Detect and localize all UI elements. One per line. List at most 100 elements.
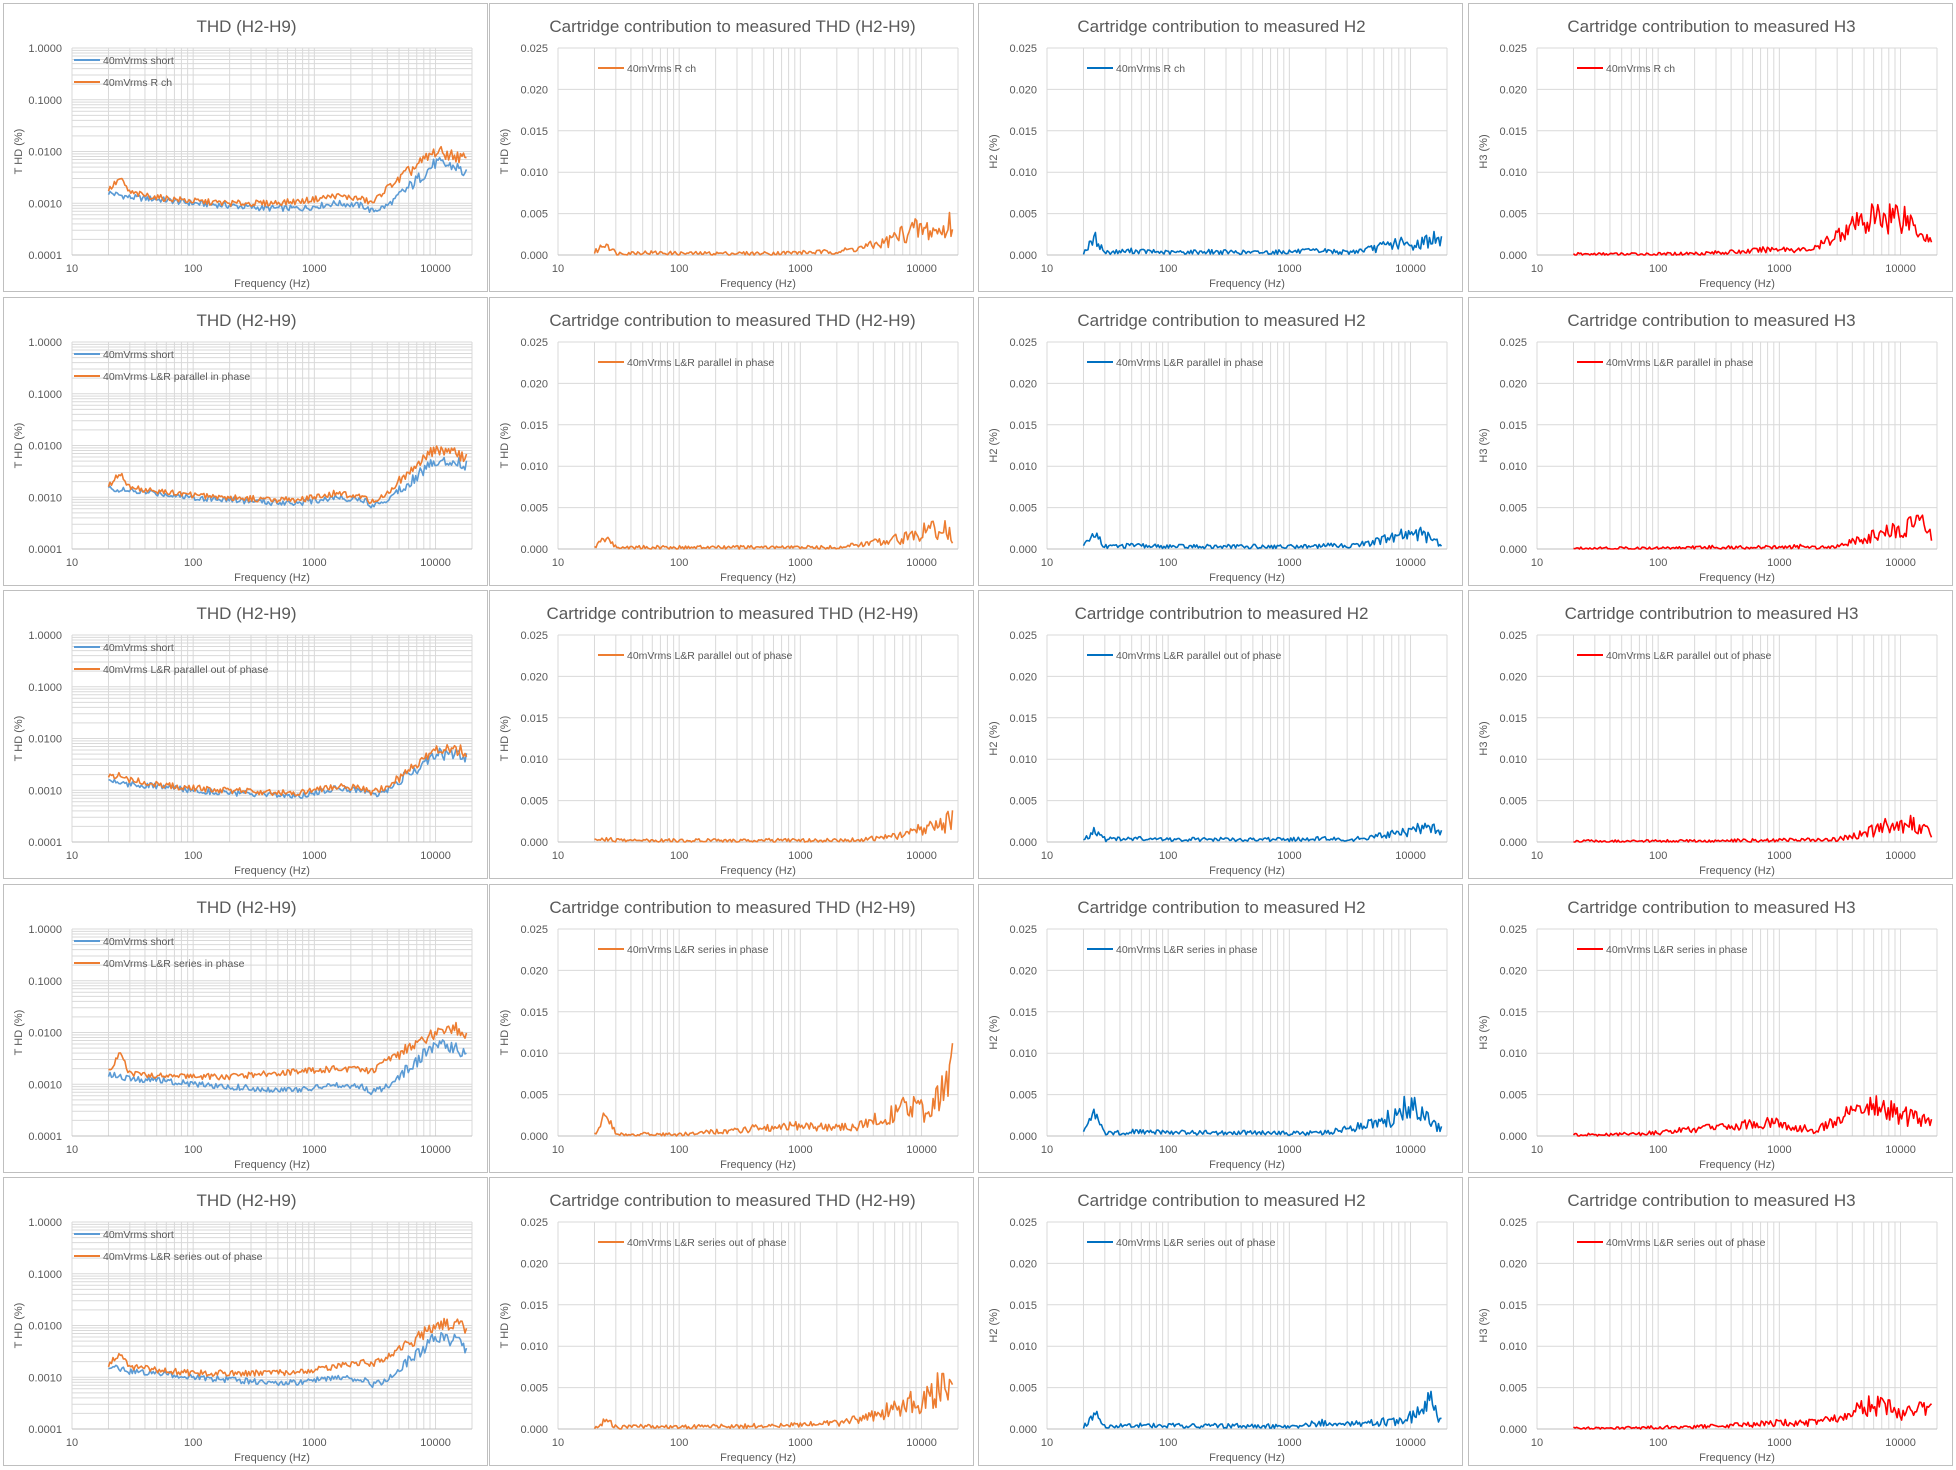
x-tick-label: 1000 bbox=[788, 557, 812, 569]
x-axis-label: Frequency (Hz) bbox=[1699, 278, 1775, 290]
y-tick-label: 0.0100 bbox=[28, 1321, 62, 1333]
y-tick-label: 0.0100 bbox=[28, 1028, 62, 1040]
series-line bbox=[1573, 814, 1933, 843]
y-axis-label: H2 (%) bbox=[988, 721, 1000, 755]
y-tick-label: 0.025 bbox=[520, 43, 548, 55]
y-tick-label: 0.015 bbox=[1009, 1300, 1037, 1312]
gridlines bbox=[1046, 47, 1448, 256]
y-tick-label: 0.005 bbox=[1009, 209, 1037, 221]
chart-svg: Cartridge contribution to measured H2 0.0… bbox=[988, 17, 1448, 290]
x-tick-label: 10000 bbox=[1885, 1144, 1916, 1156]
x-tick-label: 10000 bbox=[1885, 263, 1916, 275]
y-tick-label: 0.015 bbox=[520, 1300, 548, 1312]
chart-panel: Cartridge contribution to measured H3 0.0… bbox=[1468, 1177, 1953, 1466]
y-tick-label: 0.1000 bbox=[28, 682, 62, 694]
y-tick-label: 0.0010 bbox=[28, 785, 62, 797]
x-tick-label: 100 bbox=[1649, 1437, 1667, 1449]
y-tick-label: 0.015 bbox=[1499, 1300, 1527, 1312]
x-axis-label: Frequency (Hz) bbox=[1699, 865, 1775, 877]
chart-panel: Cartridge contribution to measured H2 0.0… bbox=[978, 3, 1463, 292]
chart-panel: Cartridge contribution to measured H3 0.0… bbox=[1468, 297, 1953, 586]
y-tick-label: 0.000 bbox=[1009, 837, 1037, 849]
y-tick-label: 0.025 bbox=[520, 337, 548, 349]
y-tick-label: 0.005 bbox=[520, 796, 548, 808]
y-tick-label: 0.000 bbox=[520, 837, 548, 849]
y-tick-label: 0.000 bbox=[1499, 544, 1527, 556]
chart-title: THD (H2-H9) bbox=[196, 604, 296, 623]
y-tick-label: 0.000 bbox=[1499, 1424, 1527, 1436]
chart-panel: Cartridge contribution to measured THD (… bbox=[489, 297, 974, 586]
x-tick-label: 10000 bbox=[420, 850, 451, 862]
x-tick-label: 100 bbox=[184, 1144, 202, 1156]
x-tick-label: 1000 bbox=[1277, 557, 1301, 569]
y-tick-label: 0.025 bbox=[1499, 43, 1527, 55]
legend-label: 40mVrms short bbox=[103, 642, 174, 654]
x-tick-label: 100 bbox=[1159, 1437, 1177, 1449]
gridlines bbox=[1046, 928, 1448, 1137]
y-axis-label: H3 (%) bbox=[1478, 1308, 1490, 1342]
y-tick-label: 0.015 bbox=[520, 1007, 548, 1019]
legend-label: 40mVrms L&R parallel in phase bbox=[627, 357, 774, 369]
x-tick-label: 10 bbox=[66, 557, 78, 569]
gridlines bbox=[71, 1221, 473, 1430]
y-axis-label: H2 (%) bbox=[988, 1015, 1000, 1049]
x-tick-label: 1000 bbox=[1767, 1437, 1791, 1449]
chart-panel: Cartridge contributrion to measured THD … bbox=[489, 590, 974, 879]
x-tick-label: 10 bbox=[552, 1144, 564, 1156]
y-axis-label: H2 (%) bbox=[988, 428, 1000, 462]
y-tick-label: 0.015 bbox=[1499, 420, 1527, 432]
x-tick-label: 10 bbox=[1531, 1144, 1543, 1156]
x-tick-label: 1000 bbox=[788, 263, 812, 275]
chart-svg: Cartridge contribution to measured H3 0.0… bbox=[1478, 311, 1938, 584]
y-tick-label: 0.000 bbox=[520, 1131, 548, 1143]
x-tick-label: 100 bbox=[1159, 263, 1177, 275]
x-tick-label: 10 bbox=[1041, 1144, 1053, 1156]
y-tick-label: 0.000 bbox=[520, 544, 548, 556]
y-axis-label: T HD (%) bbox=[13, 716, 25, 762]
y-tick-label: 1.0000 bbox=[28, 1217, 62, 1229]
y-axis-label: H2 (%) bbox=[988, 1308, 1000, 1342]
legend-label: 40mVrms L&R parallel in phase bbox=[103, 371, 250, 383]
chart-title: Cartridge contribution to measured THD (… bbox=[549, 898, 915, 917]
chart-svg: THD (H2-H9) 1.0000 0.1000 0.0100 0.0010 0.000… bbox=[13, 311, 473, 584]
chart-panel: Cartridge contribution to measured H2 0.0… bbox=[978, 1177, 1463, 1466]
y-tick-label: 0.015 bbox=[1009, 420, 1037, 432]
chart-title: Cartridge contribution to measured THD (… bbox=[549, 1191, 915, 1210]
y-axis-label: T HD (%) bbox=[499, 716, 511, 762]
x-tick-label: 10 bbox=[1041, 263, 1053, 275]
x-tick-label: 10 bbox=[1531, 263, 1543, 275]
y-tick-label: 0.015 bbox=[1499, 126, 1527, 138]
y-tick-label: 0.005 bbox=[1499, 1383, 1527, 1395]
x-axis-label: Frequency (Hz) bbox=[720, 865, 796, 877]
series-line bbox=[107, 1039, 467, 1096]
y-tick-label: 0.0010 bbox=[28, 1079, 62, 1091]
y-tick-label: 0.020 bbox=[520, 378, 548, 390]
series-line bbox=[594, 810, 954, 843]
y-tick-label: 1.0000 bbox=[28, 337, 62, 349]
y-tick-label: 0.0010 bbox=[28, 492, 62, 504]
y-axis-label: H3 (%) bbox=[1478, 134, 1490, 168]
series-line bbox=[1082, 1095, 1443, 1137]
y-axis-label: T HD (%) bbox=[13, 423, 25, 469]
y-tick-label: 0.025 bbox=[520, 1217, 548, 1229]
y-tick-label: 0.005 bbox=[520, 1090, 548, 1102]
x-tick-label: 10000 bbox=[1395, 263, 1426, 275]
chart-svg: Cartridge contribution to measured H3 0.0… bbox=[1478, 1191, 1938, 1464]
y-tick-label: 0.0100 bbox=[28, 147, 62, 159]
y-axis-label: T HD (%) bbox=[499, 1303, 511, 1349]
x-tick-label: 10 bbox=[552, 263, 564, 275]
gridlines bbox=[1536, 47, 1938, 256]
series-line bbox=[1083, 822, 1443, 843]
x-tick-label: 10 bbox=[1531, 1437, 1543, 1449]
y-tick-label: 0.015 bbox=[520, 713, 548, 725]
chart-panel: Cartridge contribution to measured H3 0.0… bbox=[1468, 884, 1953, 1173]
x-tick-label: 1000 bbox=[302, 850, 326, 862]
series-line bbox=[108, 1021, 468, 1081]
series-line bbox=[1572, 1095, 1933, 1137]
x-tick-label: 10 bbox=[66, 1437, 78, 1449]
x-tick-label: 1000 bbox=[1277, 1144, 1301, 1156]
x-axis-label: Frequency (Hz) bbox=[1699, 1159, 1775, 1171]
y-tick-label: 0.020 bbox=[1499, 84, 1527, 96]
y-tick-label: 0.1000 bbox=[28, 389, 62, 401]
y-axis-label: H3 (%) bbox=[1478, 428, 1490, 462]
